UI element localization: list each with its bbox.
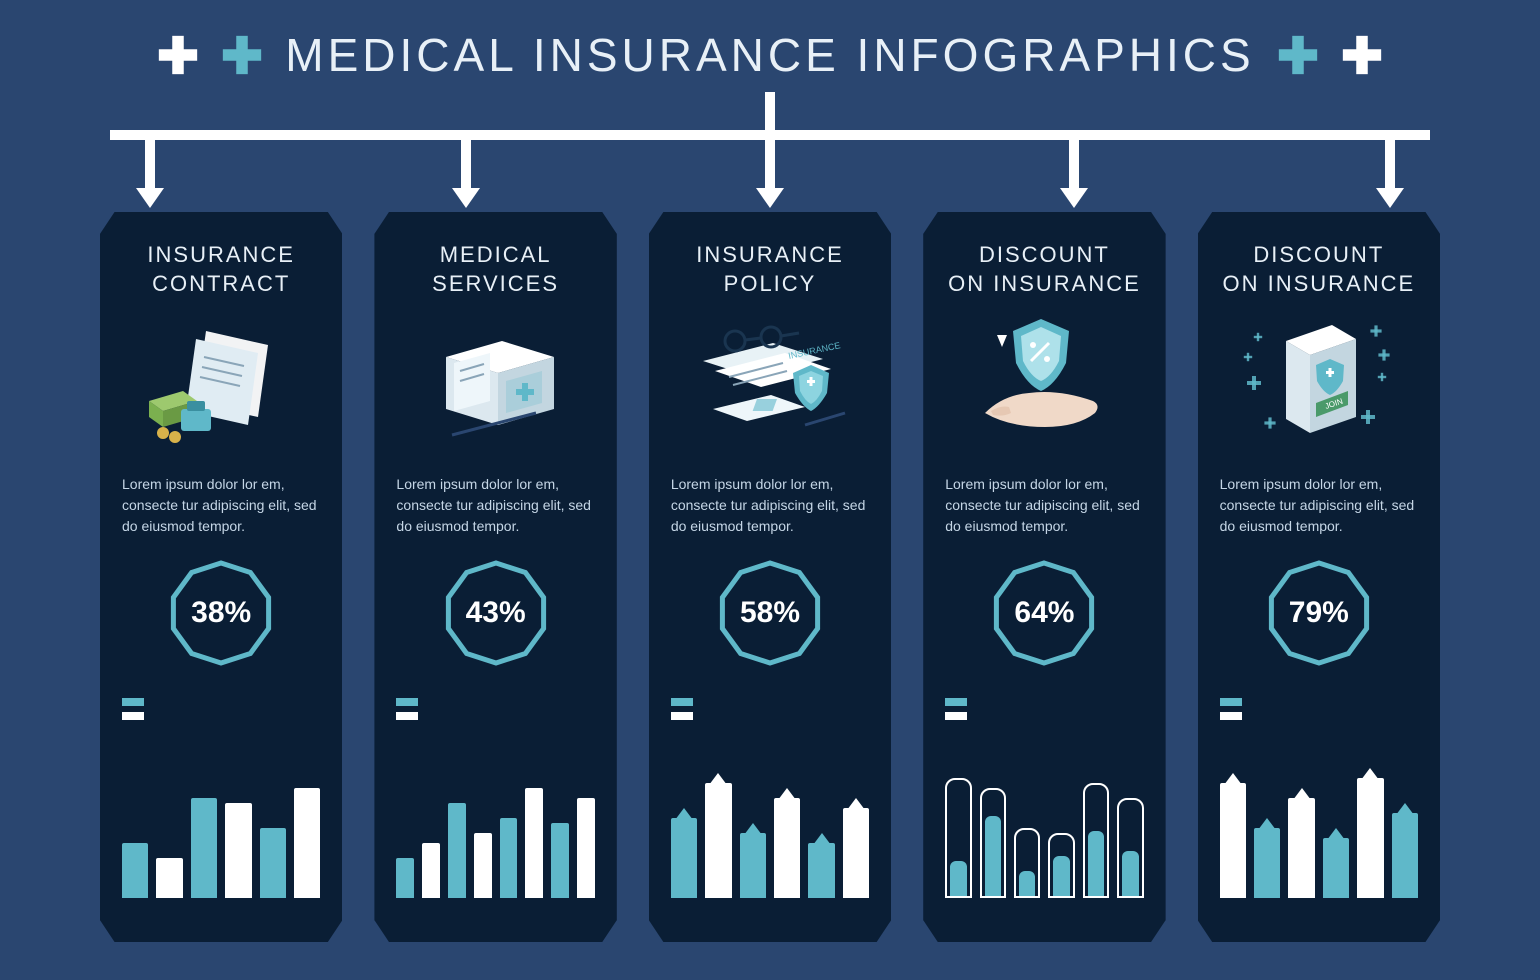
chart-bar bbox=[294, 788, 320, 898]
legend-swatch bbox=[1220, 698, 1242, 706]
mini-bar-chart bbox=[1220, 738, 1418, 898]
chart-legend bbox=[945, 698, 1143, 720]
card-title: DISCOUNT ON INSURANCE bbox=[1220, 240, 1418, 300]
page-title: MEDICAL INSURANCE INFOGRAPHICS bbox=[285, 28, 1254, 82]
chart-bar bbox=[525, 788, 543, 898]
chart-bar bbox=[448, 803, 466, 898]
percent-badge: 58% bbox=[715, 558, 825, 668]
plus-icon bbox=[1339, 32, 1385, 78]
chart-bar bbox=[1083, 783, 1109, 898]
chart-bar bbox=[396, 858, 414, 898]
discount-hand-icon bbox=[945, 308, 1143, 458]
legend-swatch bbox=[671, 712, 693, 720]
chart-bar bbox=[1117, 798, 1143, 898]
info-card: DISCOUNT ON INSURANCE Lorem ipsum dolor … bbox=[923, 212, 1165, 942]
legend-swatch bbox=[396, 712, 418, 720]
chart-bar bbox=[1392, 813, 1418, 898]
chart-bar bbox=[1220, 783, 1246, 898]
legend-swatch bbox=[396, 698, 418, 706]
chart-bar bbox=[843, 808, 869, 898]
card-title: INSURANCE CONTRACT bbox=[122, 240, 320, 300]
percent-value: 58% bbox=[740, 596, 800, 630]
chart-bar bbox=[260, 828, 286, 898]
contract-icon bbox=[122, 308, 320, 458]
legend-swatch bbox=[671, 698, 693, 706]
chart-bar bbox=[1014, 828, 1040, 898]
chart-bar bbox=[1323, 838, 1349, 898]
info-card: INSURANCE POLICY INSURANCE bbox=[649, 212, 891, 942]
card-description: Lorem ipsum dolor lor em, consecte tur a… bbox=[945, 474, 1143, 540]
mini-bar-chart bbox=[945, 738, 1143, 898]
info-card: INSURANCE CONTRACT Lorem ipsum dolor lor… bbox=[100, 212, 342, 942]
plus-icon bbox=[155, 32, 201, 78]
chart-legend bbox=[1220, 698, 1418, 720]
chart-bar bbox=[671, 818, 697, 898]
legend-swatch bbox=[122, 698, 144, 706]
header: MEDICAL INSURANCE INFOGRAPHICS bbox=[0, 0, 1540, 82]
chart-bar bbox=[980, 788, 1006, 898]
services-icon bbox=[396, 308, 594, 458]
card-description: Lorem ipsum dolor lor em, consecte tur a… bbox=[671, 474, 869, 540]
chart-bar bbox=[577, 798, 595, 898]
chart-bar bbox=[808, 843, 834, 898]
card-title: MEDICAL SERVICES bbox=[396, 240, 594, 300]
legend-swatch bbox=[1220, 712, 1242, 720]
discount-phone-icon: JOIN bbox=[1220, 308, 1418, 458]
chart-bar bbox=[1357, 778, 1383, 898]
chart-bar bbox=[1048, 833, 1074, 898]
legend-swatch bbox=[122, 712, 144, 720]
chart-bar bbox=[191, 798, 217, 898]
chart-bar bbox=[551, 823, 569, 898]
chart-bar bbox=[945, 778, 971, 898]
mini-bar-chart bbox=[396, 738, 594, 898]
chart-legend bbox=[122, 698, 320, 720]
percent-badge: 43% bbox=[441, 558, 551, 668]
percent-value: 38% bbox=[191, 596, 251, 630]
chart-legend bbox=[671, 698, 869, 720]
chart-bar bbox=[705, 783, 731, 898]
legend-swatch bbox=[945, 712, 967, 720]
percent-value: 64% bbox=[1014, 596, 1074, 630]
plus-icon bbox=[1275, 32, 1321, 78]
chart-bar bbox=[774, 798, 800, 898]
card-description: Lorem ipsum dolor lor em, consecte tur a… bbox=[396, 474, 594, 540]
chart-bar bbox=[740, 833, 766, 898]
mini-bar-chart bbox=[671, 738, 869, 898]
plus-icon bbox=[219, 32, 265, 78]
connector-diagram bbox=[110, 92, 1430, 212]
chart-bar bbox=[225, 803, 251, 898]
chart-bar bbox=[1288, 798, 1314, 898]
header-plus-left bbox=[155, 32, 265, 78]
cards-row: INSURANCE CONTRACT Lorem ipsum dolor lor… bbox=[0, 212, 1540, 942]
percent-badge: 38% bbox=[166, 558, 276, 668]
chart-bar bbox=[156, 858, 182, 898]
percent-badge: 79% bbox=[1264, 558, 1374, 668]
card-title: DISCOUNT ON INSURANCE bbox=[945, 240, 1143, 300]
chart-bar bbox=[422, 843, 440, 898]
header-plus-right bbox=[1275, 32, 1385, 78]
mini-bar-chart bbox=[122, 738, 320, 898]
card-description: Lorem ipsum dolor lor em, consecte tur a… bbox=[122, 474, 320, 540]
chart-bar bbox=[474, 833, 492, 898]
chart-bar bbox=[122, 843, 148, 898]
percent-value: 79% bbox=[1289, 596, 1349, 630]
policy-icon: INSURANCE bbox=[671, 308, 869, 458]
chart-bar bbox=[1254, 828, 1280, 898]
card-description: Lorem ipsum dolor lor em, consecte tur a… bbox=[1220, 474, 1418, 540]
chart-legend bbox=[396, 698, 594, 720]
percent-value: 43% bbox=[466, 596, 526, 630]
chart-bar bbox=[500, 818, 518, 898]
info-card: DISCOUNT ON INSURANCE JOIN bbox=[1198, 212, 1440, 942]
info-card: MEDICAL SERVICES Lorem ipsum dolor lor e… bbox=[374, 212, 616, 942]
percent-badge: 64% bbox=[989, 558, 1099, 668]
card-title: INSURANCE POLICY bbox=[671, 240, 869, 300]
legend-swatch bbox=[945, 698, 967, 706]
